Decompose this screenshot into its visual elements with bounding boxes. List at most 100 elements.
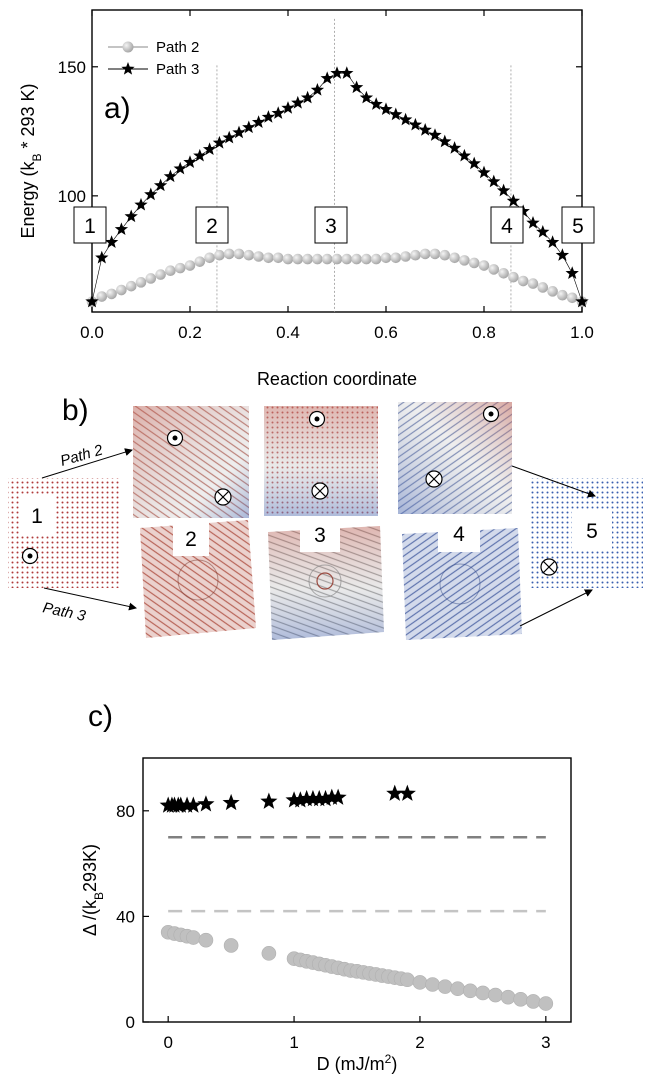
panel-c-circle-point — [513, 991, 528, 1007]
panel-a-path3-point — [291, 95, 305, 109]
dot-core-icon — [166, 429, 184, 447]
panel-c-x-tick-label: 0 — [163, 1033, 172, 1052]
panel-a-path2-point — [547, 286, 558, 297]
panel-a-ticks: 0.0 0.2 0.4 0.6 0.8 1.0 100 150 — [58, 10, 594, 342]
panel-a-path2-point — [135, 277, 147, 288]
panel-a-path2-point — [517, 275, 529, 287]
state-marker-2-label: 2 — [206, 215, 218, 238]
panel-a-path2-point — [468, 257, 480, 269]
panel-c-circle-point — [223, 938, 239, 953]
panel-a-path3-point — [340, 66, 354, 79]
panel-a-path2-point — [174, 262, 186, 274]
panel-a-path3-point — [526, 215, 540, 229]
spin-state-1-box — [19, 496, 55, 534]
path3-state-4-box — [438, 514, 480, 552]
arrow-path3-start — [43, 587, 137, 611]
panel-a-label: a) — [104, 92, 131, 125]
panel-c-circle-point — [475, 985, 491, 1001]
path3-label: Path 3 — [41, 599, 88, 625]
panel-a-series — [85, 66, 589, 308]
cross-core-icon — [425, 470, 443, 488]
panel-c-star-point — [184, 796, 202, 813]
panel-c-x-tick-label: 3 — [541, 1033, 550, 1052]
panel-a-path3-point — [408, 117, 423, 131]
dot-core-icon — [21, 547, 39, 565]
panel-a-path3-point — [369, 97, 383, 110]
panel-a-path3-point — [545, 235, 560, 248]
panel-a-path3-point — [487, 174, 501, 188]
panel-a-path3-point — [251, 115, 266, 128]
cross-core-icon — [214, 488, 232, 506]
panel-c-star-point — [291, 791, 309, 808]
panel-b: b) 1 — [8, 394, 643, 640]
legend-label-path3: Path 3 — [156, 61, 199, 78]
panel-a-path2-point — [488, 264, 500, 275]
panel-c-circle-point — [198, 932, 214, 948]
panel-c-star-point — [329, 788, 347, 805]
panel-c-reference-lines — [168, 835, 546, 913]
arrow-path2-start — [41, 448, 133, 479]
panel-a-x-axis-label: Reaction coordinate — [257, 369, 417, 389]
spin-state-5: 5 — [531, 478, 643, 588]
panel-a-path3-point — [320, 71, 334, 85]
panel-c-circle-point — [525, 994, 541, 1009]
panel-a-path2-point — [106, 288, 117, 300]
panel-c-star-point — [310, 789, 328, 807]
panel-c-x-axis-label: D (mJ/m2) — [317, 1052, 398, 1074]
panel-a-path3-point — [124, 209, 138, 223]
panel-a-path3-point — [232, 125, 246, 139]
panel-c-circle-point — [186, 930, 201, 945]
panel-a-path3-point — [398, 112, 413, 126]
panel-a-path3-point — [447, 141, 462, 154]
panel-a: a) 0.0 0.2 0.4 0.6 0.8 1.0 100 150 Path 2 Path … — [18, 9, 595, 389]
panel-a-path2-point — [566, 292, 578, 304]
panel-c-star-point — [304, 789, 322, 807]
panel-c-x-tick-label: 1 — [289, 1033, 298, 1052]
panel-a-path3-point — [428, 128, 442, 141]
panel-a-series-line — [91, 72, 583, 302]
panel-a-path3-point — [349, 80, 364, 94]
panel-a-path2-point — [361, 253, 372, 265]
legend-marker-path2 — [122, 41, 134, 53]
panel-a-path3-point — [565, 266, 579, 279]
panel-a-path3-point — [202, 142, 217, 156]
path3-state-4-label: 4 — [453, 523, 465, 546]
panel-a-path2-point — [165, 265, 176, 277]
panel-a-x-tick-label: 0.2 — [178, 323, 202, 342]
panel-c-y-tick-label: 40 — [116, 907, 135, 926]
panel-a-path2-point — [145, 273, 157, 284]
state-marker-5: 5 — [561, 206, 595, 244]
panel-a-path3-point — [477, 165, 491, 179]
panel-a-path2-point — [380, 252, 392, 264]
panel-a-path2-point — [400, 251, 411, 262]
panel-c-star-point — [323, 788, 341, 805]
path2-state-3 — [264, 406, 378, 516]
panel-a-path2-point — [223, 248, 235, 260]
panel-a-path2-point — [527, 278, 539, 289]
panel-a-path2-point — [498, 267, 509, 279]
panel-a-path2-point — [292, 253, 304, 265]
panel-a-path3-point — [281, 101, 295, 114]
panel-c-star-point — [172, 796, 190, 813]
panel-c-circle-point — [538, 996, 554, 1011]
panel-a-path2-point — [253, 251, 264, 262]
panel-a-path2-point — [410, 249, 421, 261]
panel-a-path3-point — [496, 183, 511, 197]
panel-c-circle-point — [261, 946, 277, 961]
panel-a-path2-point — [351, 253, 362, 265]
panel-a-path3-point — [222, 130, 236, 144]
panel-a-path2-point — [321, 253, 333, 265]
panel-c-star-point — [386, 784, 404, 801]
panel-a-x-tick-label: 0.0 — [80, 323, 104, 342]
cross-core-icon — [540, 558, 558, 576]
panel-a-path2-point — [459, 255, 470, 266]
path2-state-2 — [133, 406, 249, 518]
panel-a-path3-point — [467, 156, 481, 170]
panel-a-path3-point — [389, 107, 403, 121]
panel-a-path2-point — [204, 252, 215, 264]
panel-a-path3-point — [134, 197, 148, 211]
panel-a-x-tick-label: 0.6 — [374, 323, 398, 342]
panel-a-path3-point — [104, 235, 119, 248]
panel-a-path2-point — [439, 249, 451, 261]
